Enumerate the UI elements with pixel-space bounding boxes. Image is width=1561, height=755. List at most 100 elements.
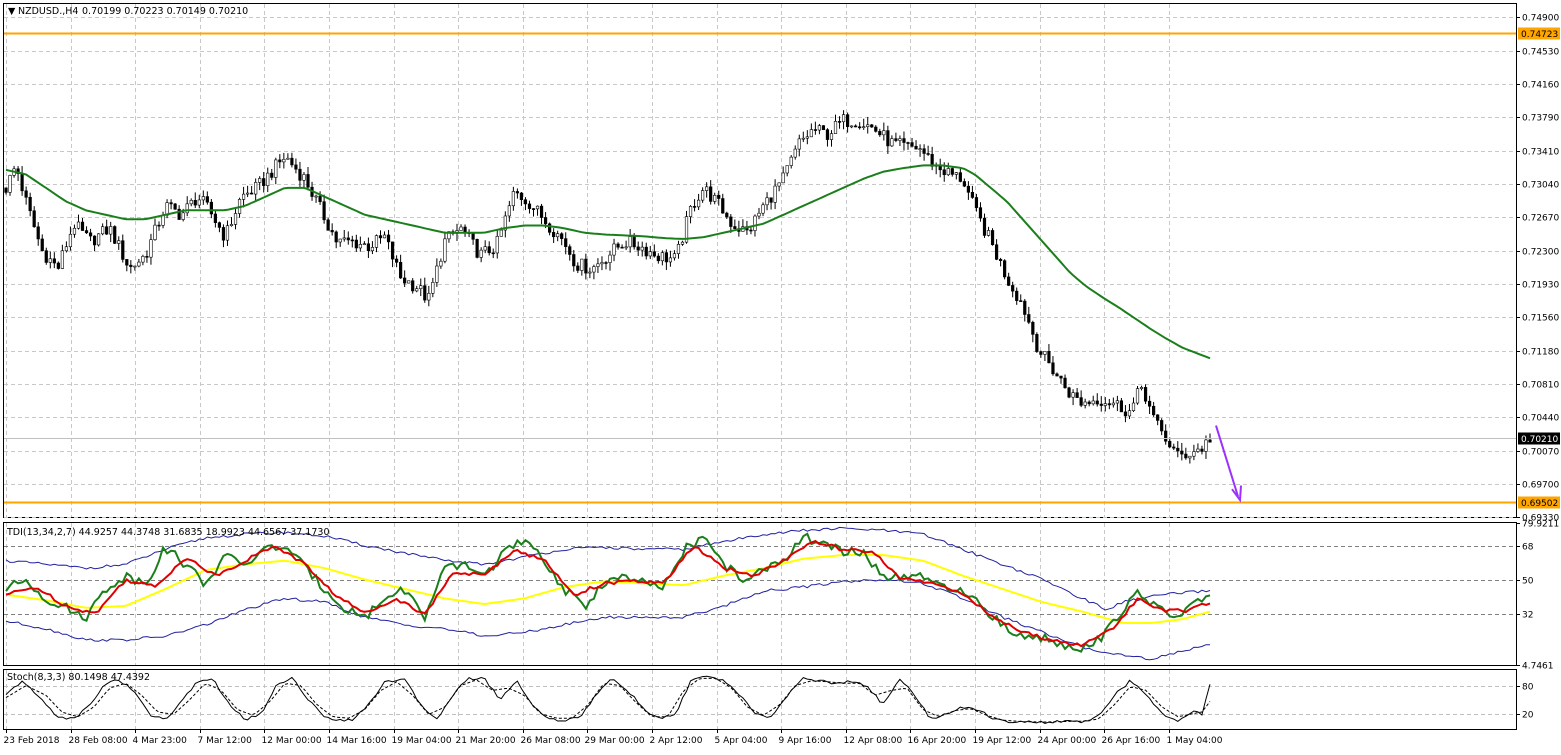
- candle-body: [342, 237, 346, 240]
- candle: [1019, 294, 1023, 302]
- candle-body: [72, 227, 77, 235]
- stoch-header: Stoch(8,3,3) 80.1498 47.4392: [7, 672, 150, 683]
- candle-body: [350, 239, 354, 242]
- candle-body: [419, 285, 423, 289]
- candle: [306, 166, 310, 191]
- candle: [1083, 398, 1087, 409]
- tdi-y-tick-label: 4.7461: [1522, 662, 1554, 672]
- candle: [145, 250, 149, 263]
- candle-body: [837, 121, 842, 123]
- candle: [858, 122, 862, 130]
- candle-body: [604, 262, 608, 264]
- candle: [1131, 397, 1136, 412]
- candle: [797, 134, 801, 157]
- candle-body: [709, 186, 713, 202]
- candle-body: [431, 282, 435, 294]
- stoch-y-tick-label: 80: [1522, 683, 1534, 693]
- candle-body: [507, 205, 511, 217]
- candle-body: [28, 196, 32, 212]
- candle-body: [680, 241, 685, 245]
- candle-body: [354, 239, 358, 249]
- candle-body: [169, 202, 173, 205]
- candle-body: [845, 114, 850, 128]
- candle-body: [1147, 400, 1152, 407]
- candle-body: [213, 213, 217, 223]
- candle-body: [24, 190, 28, 198]
- candle-body: [1047, 351, 1051, 364]
- candle: [950, 166, 954, 177]
- candle: [713, 192, 717, 205]
- candle-body: [366, 243, 371, 252]
- candle: [656, 253, 660, 264]
- candle-body: [543, 217, 548, 225]
- candle-body: [527, 203, 532, 209]
- candle: [36, 222, 40, 246]
- candle: [262, 172, 266, 193]
- candle: [141, 254, 145, 266]
- candle: [725, 211, 729, 219]
- x-tick-label: 19 Mar 04:00: [392, 736, 452, 746]
- candle-body: [1156, 414, 1160, 421]
- candle-body: [1015, 290, 1019, 301]
- candle: [994, 239, 999, 261]
- candle-body: [906, 142, 910, 144]
- candle: [294, 158, 298, 174]
- candle: [125, 259, 129, 272]
- candle-body: [1083, 401, 1087, 406]
- candle-body: [181, 212, 185, 220]
- candle: [580, 258, 584, 276]
- main-y-tick-label: 0.74900: [1522, 14, 1559, 24]
- candle-body: [125, 259, 129, 266]
- candle-body: [902, 138, 906, 143]
- candle-body: [499, 229, 503, 237]
- x-tick-label: 2 Apr 12:00: [650, 736, 703, 746]
- candle: [1147, 395, 1152, 414]
- tdi-signal-line: [5, 539, 1211, 648]
- candle: [982, 213, 987, 238]
- candle-body: [60, 250, 64, 269]
- candle: [866, 116, 870, 134]
- candle: [173, 203, 177, 210]
- main-header-arrow-icon[interactable]: ▼: [8, 6, 16, 17]
- candle: [608, 250, 612, 271]
- candle-body: [652, 251, 656, 257]
- candle-body: [1127, 410, 1132, 417]
- candle: [1027, 306, 1031, 325]
- candle-body: [982, 217, 987, 236]
- tdi-y-tick-label: 79.9211: [1522, 520, 1559, 530]
- candle: [974, 193, 979, 212]
- candle-body: [600, 262, 604, 265]
- candle: [270, 168, 274, 181]
- candle: [769, 197, 773, 210]
- candle-body: [270, 172, 274, 178]
- candle: [32, 206, 36, 228]
- candle-body: [403, 277, 407, 284]
- candle: [1063, 374, 1067, 389]
- x-tick-label: 14 Mar 16:00: [327, 736, 387, 746]
- candle: [246, 185, 250, 198]
- candle: [697, 193, 701, 210]
- candle: [439, 258, 443, 269]
- candle: [28, 192, 32, 217]
- candle: [648, 245, 652, 260]
- candle: [1043, 351, 1047, 362]
- candle: [1091, 395, 1095, 406]
- candle-body: [1172, 446, 1176, 449]
- candle: [660, 250, 664, 266]
- candle: [970, 185, 975, 199]
- candle-body: [221, 227, 226, 241]
- candle-body: [785, 165, 789, 174]
- candle-body: [8, 175, 12, 193]
- candle-body: [781, 172, 785, 184]
- candle-body: [225, 225, 230, 241]
- candle-body: [1168, 440, 1172, 448]
- candle-body: [1079, 397, 1083, 406]
- candle-body: [688, 206, 693, 217]
- candle: [44, 247, 48, 265]
- stoch-y-tick-label: 20: [1522, 711, 1534, 721]
- indicator-layer: [4, 32, 1516, 724]
- candle-body: [1152, 405, 1156, 416]
- candle-body: [362, 243, 366, 246]
- candle: [527, 200, 532, 214]
